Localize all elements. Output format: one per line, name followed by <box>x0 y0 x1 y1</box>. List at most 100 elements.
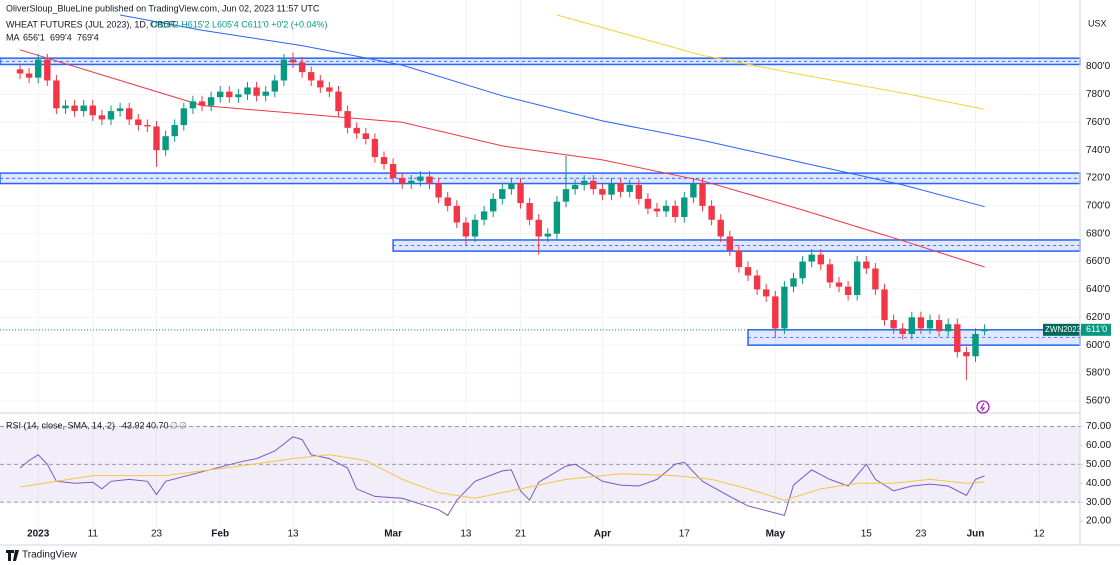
candle-body <box>772 296 779 329</box>
candle-body <box>80 105 87 112</box>
candle-body <box>207 97 215 106</box>
candle-body <box>517 183 524 204</box>
candle-body <box>617 183 624 192</box>
candle-body <box>289 59 297 63</box>
event-icon-bolt <box>979 402 986 412</box>
candle-body <box>872 268 879 290</box>
candle-body <box>899 328 906 334</box>
candle-body <box>462 222 470 237</box>
candle-body <box>362 133 369 139</box>
candle-body <box>653 208 661 212</box>
brand: TradingView <box>22 550 78 561</box>
y-tick-label: 600'0 <box>1086 340 1111 351</box>
y-tick-label: 700'0 <box>1086 200 1111 211</box>
y-tick-label: 680'0 <box>1086 228 1111 239</box>
x-tick-label: May <box>766 529 786 540</box>
main-layer: 560'0 580'0 600'0 620'0 640'0 660'0 680'0 700'0… <box>0 14 1111 540</box>
moving-average <box>19 49 985 268</box>
candle-body <box>53 80 60 109</box>
candle-body <box>335 91 342 112</box>
candle-body <box>426 176 433 184</box>
candle-body <box>16 69 24 74</box>
candle-body <box>808 254 815 262</box>
moving-average <box>120 14 985 208</box>
candle-body <box>635 184 642 199</box>
candle-body <box>790 278 797 287</box>
candle-body <box>399 177 406 184</box>
y-tick-label: 640'0 <box>1086 284 1111 295</box>
y-tick-label: 50.00 <box>1086 459 1111 470</box>
x-tick-label: 2023 <box>27 529 50 540</box>
candle-body <box>753 275 761 290</box>
candle-body <box>553 201 561 234</box>
rsi-header-value: 43.92 <box>122 420 145 430</box>
candle-body <box>126 108 133 120</box>
candle-body <box>690 183 697 198</box>
x-tick-label: Mar <box>384 529 402 540</box>
candle-body <box>408 180 415 184</box>
x-tick-label: Feb <box>211 529 229 540</box>
ma-header-value: 656'1 <box>23 32 45 42</box>
candle-body <box>972 333 979 357</box>
publisher: OliverSloup_BlueLine published on Tradin… <box>6 3 320 13</box>
candle-body <box>508 183 515 190</box>
y-tick-label: 720'0 <box>1086 173 1111 184</box>
rsi-title: RSI (14, close, SMA, 14, 2) <box>6 420 115 430</box>
candle-body <box>726 236 733 251</box>
price-tag <box>1081 323 1111 336</box>
x-tick-label: 17 <box>679 529 691 540</box>
candle-body <box>681 197 688 217</box>
y-tick-label: 560'0 <box>1086 395 1111 406</box>
x-tick-label: 21 <box>515 529 527 540</box>
candle-body <box>298 62 306 73</box>
candle-body <box>781 286 788 329</box>
candle-body <box>480 211 488 220</box>
candle-body <box>599 189 606 195</box>
candle-body <box>35 59 42 78</box>
candle-body <box>371 138 379 158</box>
candle-body <box>935 320 943 332</box>
candle-body <box>326 87 333 92</box>
candle-body <box>135 119 142 126</box>
ma-header-value: 769'4 <box>77 32 99 42</box>
x-tick-label: 12 <box>1034 529 1046 540</box>
y-tick-label: 60.00 <box>1086 440 1111 451</box>
candle-body <box>817 254 824 265</box>
ma-header-value: 699'4 <box>50 32 72 42</box>
y-tick-label: 580'0 <box>1086 368 1111 379</box>
event-icon[interactable] <box>976 400 990 414</box>
y-tick-label: 40.00 <box>1086 478 1111 489</box>
candle-body <box>417 176 424 181</box>
candle-body <box>926 320 934 329</box>
candle-body <box>71 105 78 112</box>
candle-body <box>217 91 224 98</box>
y-tick-label: 660'0 <box>1086 256 1111 267</box>
candle-body <box>717 219 724 237</box>
candle-body <box>189 101 197 109</box>
candle-body <box>571 184 579 190</box>
candle-body <box>608 183 615 195</box>
candle-body <box>180 108 187 126</box>
candle-body <box>954 324 961 353</box>
candle-body <box>526 203 533 220</box>
candle-body <box>590 180 597 190</box>
candle-body <box>162 136 169 151</box>
candle-body <box>844 286 852 295</box>
candle-body <box>198 101 206 106</box>
candle-body <box>699 183 706 206</box>
candle-body <box>835 282 843 287</box>
x-tick-label: 15 <box>861 529 873 540</box>
candle-body <box>535 219 542 237</box>
candle-body <box>171 125 178 137</box>
candle-body <box>890 320 897 329</box>
candle-body <box>62 105 69 109</box>
candle-body <box>226 91 233 98</box>
candle-body <box>763 289 770 297</box>
candle-body <box>499 189 506 199</box>
candle-body <box>672 205 679 217</box>
candle-body <box>471 219 479 237</box>
y-tick-label: 20.00 <box>1086 516 1111 527</box>
candle-body <box>917 317 925 329</box>
rsi-header-value: 40.70 <box>146 420 169 430</box>
